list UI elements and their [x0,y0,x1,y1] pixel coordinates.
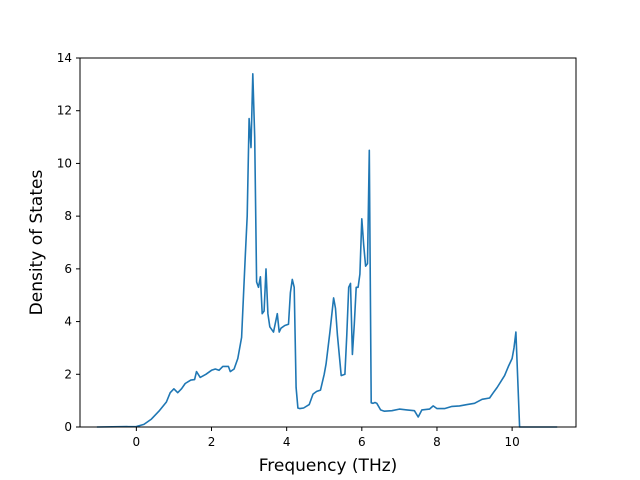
x-tick-label: 8 [433,435,441,449]
series-group [96,73,558,428]
x-tick-label: 2 [208,435,216,449]
y-tick-label: 2 [64,367,72,381]
y-tick-label: 8 [64,209,72,223]
y-tick-label: 0 [64,420,72,434]
dos-line [96,73,558,428]
x-tick-label: 4 [283,435,291,449]
y-axis-label: Density of States [27,170,47,316]
y-tick-label: 4 [64,315,72,329]
y-tick-label: 12 [57,104,72,118]
x-tick-label: 0 [133,435,141,449]
axis-ticks: 0 2 4 6 8 10 0 2 4 6 8 10 12 14 [57,51,520,449]
x-tick-label: 10 [504,435,519,449]
x-axis-label: Frequency (THz) [259,456,398,476]
y-tick-label: 10 [57,156,72,170]
y-tick-label: 6 [64,262,72,276]
y-tick-label: 14 [57,51,72,65]
plot-frame [79,57,577,428]
x-tick-label: 6 [358,435,366,449]
